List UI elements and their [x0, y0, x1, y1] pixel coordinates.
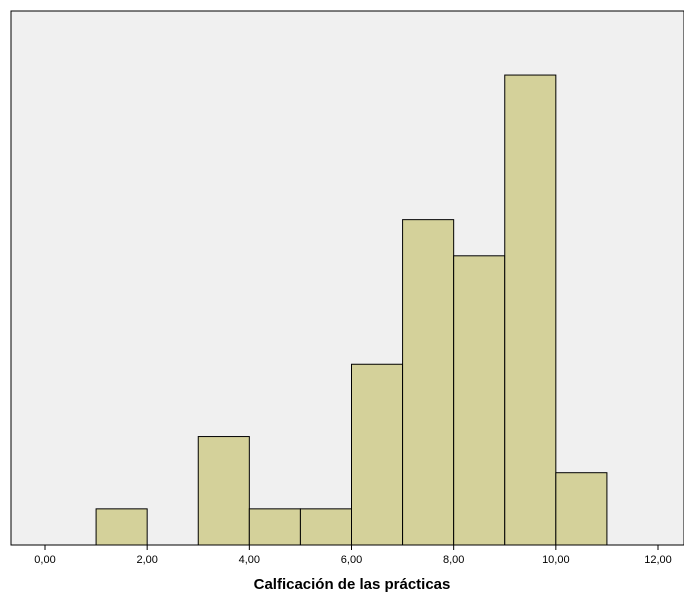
x-tick-label: 10,00 — [542, 554, 570, 566]
histogram-bar — [555, 472, 608, 546]
histogram-bar — [95, 508, 148, 546]
histogram-bar — [402, 219, 455, 546]
x-tick-label: 6,00 — [341, 554, 362, 566]
histogram-bars — [95, 74, 608, 546]
x-axis-title: Calficación de las prácticas — [254, 576, 451, 593]
histogram-bar — [248, 508, 301, 546]
x-tick-label: 0,00 — [34, 554, 55, 566]
histogram-bar — [197, 436, 250, 546]
histogram-bar — [299, 508, 352, 546]
x-tick-label: 4,00 — [239, 554, 260, 566]
histogram-bar — [453, 255, 506, 546]
histogram-bar — [504, 74, 557, 546]
x-tick-label: 8,00 — [443, 554, 464, 566]
x-axis-ticks: 0,00 2,00 4,00 6,00 8,00 10,00 12,00 — [34, 545, 672, 566]
histogram-bar — [351, 363, 404, 546]
plot-area — [10, 10, 684, 546]
x-tick-label: 2,00 — [136, 554, 157, 566]
x-tick-label: 12,00 — [644, 554, 672, 566]
